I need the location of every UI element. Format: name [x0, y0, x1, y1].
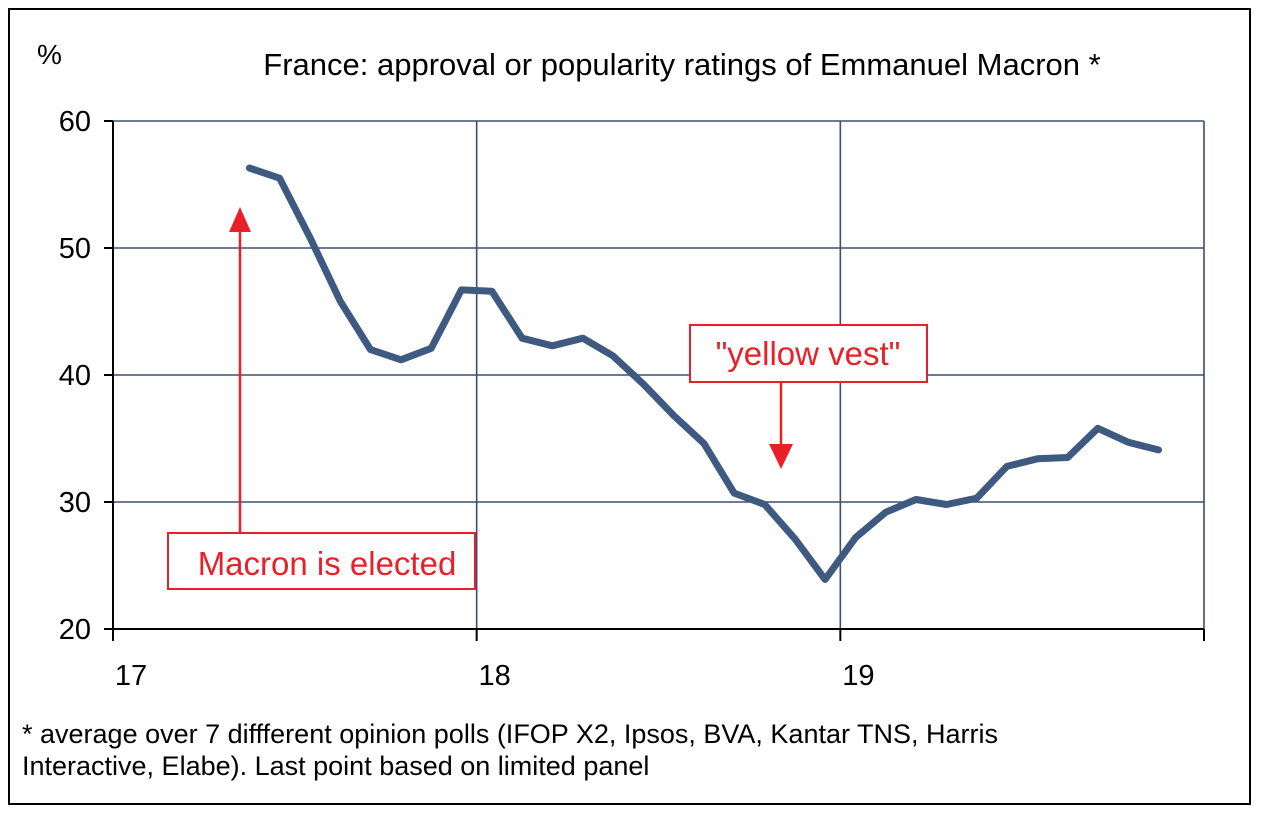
- yellow-vest-arrow-head: [769, 444, 793, 469]
- y-tick-label-60: 60: [59, 106, 91, 138]
- annotations: Macron is elected "yellow vest": [167, 207, 928, 590]
- series-layer: [245, 164, 1162, 583]
- series-line-0: [245, 164, 1162, 583]
- yellow-vest-annotation-label: "yellow vest": [716, 335, 901, 372]
- x-tick-labels: 17 18 19: [115, 660, 875, 692]
- x-tick-label-19: 19: [842, 660, 874, 692]
- footnote-line-1: * average over 7 diffferent opinion poll…: [22, 719, 998, 749]
- y-tick-label-20: 20: [59, 614, 91, 646]
- elected-annotation-box: [167, 532, 476, 590]
- y-tick-label-40: 40: [59, 360, 91, 392]
- grid-lines: [113, 120, 1205, 629]
- y-tick-label-50: 50: [59, 233, 91, 265]
- elected-annotation-label: Macron is elected: [198, 545, 457, 582]
- footnote: * average over 7 diffferent opinion poll…: [22, 718, 1222, 782]
- axes: [104, 120, 1205, 641]
- x-tick-label-18: 18: [479, 660, 511, 692]
- y-tick-label-30: 30: [59, 487, 91, 519]
- yellow-vest-annotation-box: [689, 324, 928, 383]
- x-tick-label-17: 17: [115, 660, 147, 692]
- footnote-line-2: Interactive, Elabe). Last point based on…: [22, 751, 650, 781]
- y-axis-unit-label: %: [37, 39, 62, 70]
- chart-frame: [8, 8, 1251, 805]
- chart-title: France: approval or popularity ratings o…: [263, 47, 1100, 82]
- y-tick-labels: 20 30 40 50 60: [59, 106, 91, 646]
- elected-arrow-head: [229, 207, 251, 232]
